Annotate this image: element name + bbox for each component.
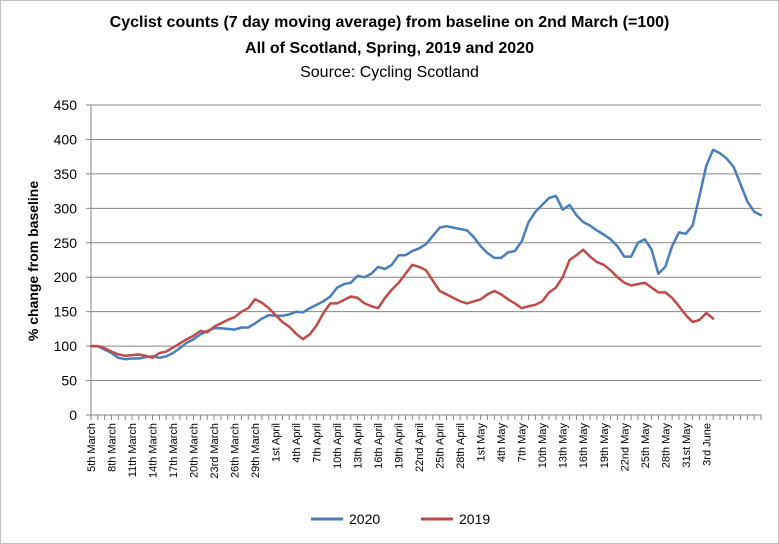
x-tick-label: 13th May [558, 423, 570, 469]
series-lines [89, 148, 763, 361]
x-tick-label: 31st May [681, 423, 693, 468]
y-tick-label: 150 [54, 304, 78, 320]
x-tick-label: 16th May [578, 423, 590, 469]
x-tick-label: 25th April [435, 423, 447, 469]
chart-source: Source: Cycling Scotland [300, 64, 479, 81]
x-tick-label: 11th March [127, 423, 139, 477]
series-line-2020 [89, 148, 763, 361]
x-tick-label: 20th March [189, 423, 201, 478]
y-tick-label: 0 [69, 407, 77, 423]
y-tick-label: 450 [54, 97, 78, 113]
y-tick-label: 350 [54, 166, 78, 182]
x-tick-labels: 5th March 8th March 11th March 14th March 17… [86, 423, 713, 479]
x-tick-label: 25th May [640, 423, 652, 469]
chart-subtitle: All of Scotland, Spring, 2019 and 2020 [245, 40, 534, 57]
x-tick-label: 14th March [148, 423, 160, 478]
x-tick-label: 23rd March [209, 423, 221, 479]
x-tick-label: 8th March [107, 423, 119, 472]
x-tick-label: 3rd June [701, 423, 713, 466]
x-tick-label: 1st May [476, 423, 488, 462]
y-tick-labels: 0 50 100 150 200 250 300 350 400 450 [54, 97, 78, 423]
x-tick-label: 19th April [394, 423, 406, 469]
x-tick-label: 19th May [599, 423, 611, 469]
legend-label-2019: 2019 [459, 511, 490, 527]
x-tick-label: 10th May [537, 423, 549, 469]
y-tick-label: 50 [61, 373, 77, 389]
x-tick-label: 4th April [291, 423, 303, 463]
x-tick-label: 28th April [455, 423, 467, 469]
gridlines [91, 104, 761, 382]
x-tick-label: 7th April [312, 423, 324, 463]
y-tick-label: 300 [54, 200, 78, 216]
x-tick-label: 22nd May [619, 423, 631, 472]
x-tick-label: 22nd April [414, 423, 426, 472]
x-tick-label: 4th May [496, 423, 508, 463]
x-tick-label: 17th March [168, 423, 180, 478]
y-tick-label: 400 [54, 131, 78, 147]
chart-title: Cyclist counts (7 day moving average) fr… [109, 14, 670, 31]
series-line-2019 [89, 248, 715, 360]
x-tick-label: 10th April [332, 423, 344, 469]
legend-label-2020: 2020 [349, 511, 380, 527]
x-tick-label: 29th March [250, 423, 262, 478]
y-tick-label: 200 [54, 269, 78, 285]
axes [86, 104, 762, 420]
legend: 2020 2019 [311, 511, 490, 527]
x-tick-label: 28th May [660, 423, 672, 469]
y-tick-label: 100 [54, 338, 78, 354]
x-tick-label: 16th April [373, 423, 385, 469]
x-tick-label: 7th May [517, 423, 529, 463]
x-tick-label: 5th March [86, 423, 98, 472]
x-tick-label: 1st April [271, 423, 283, 462]
y-axis-label: % change from baseline [25, 181, 41, 341]
x-tick-label: 26th March [230, 423, 242, 478]
x-tick-label: 13th April [353, 423, 365, 469]
y-tick-label: 250 [54, 235, 78, 251]
